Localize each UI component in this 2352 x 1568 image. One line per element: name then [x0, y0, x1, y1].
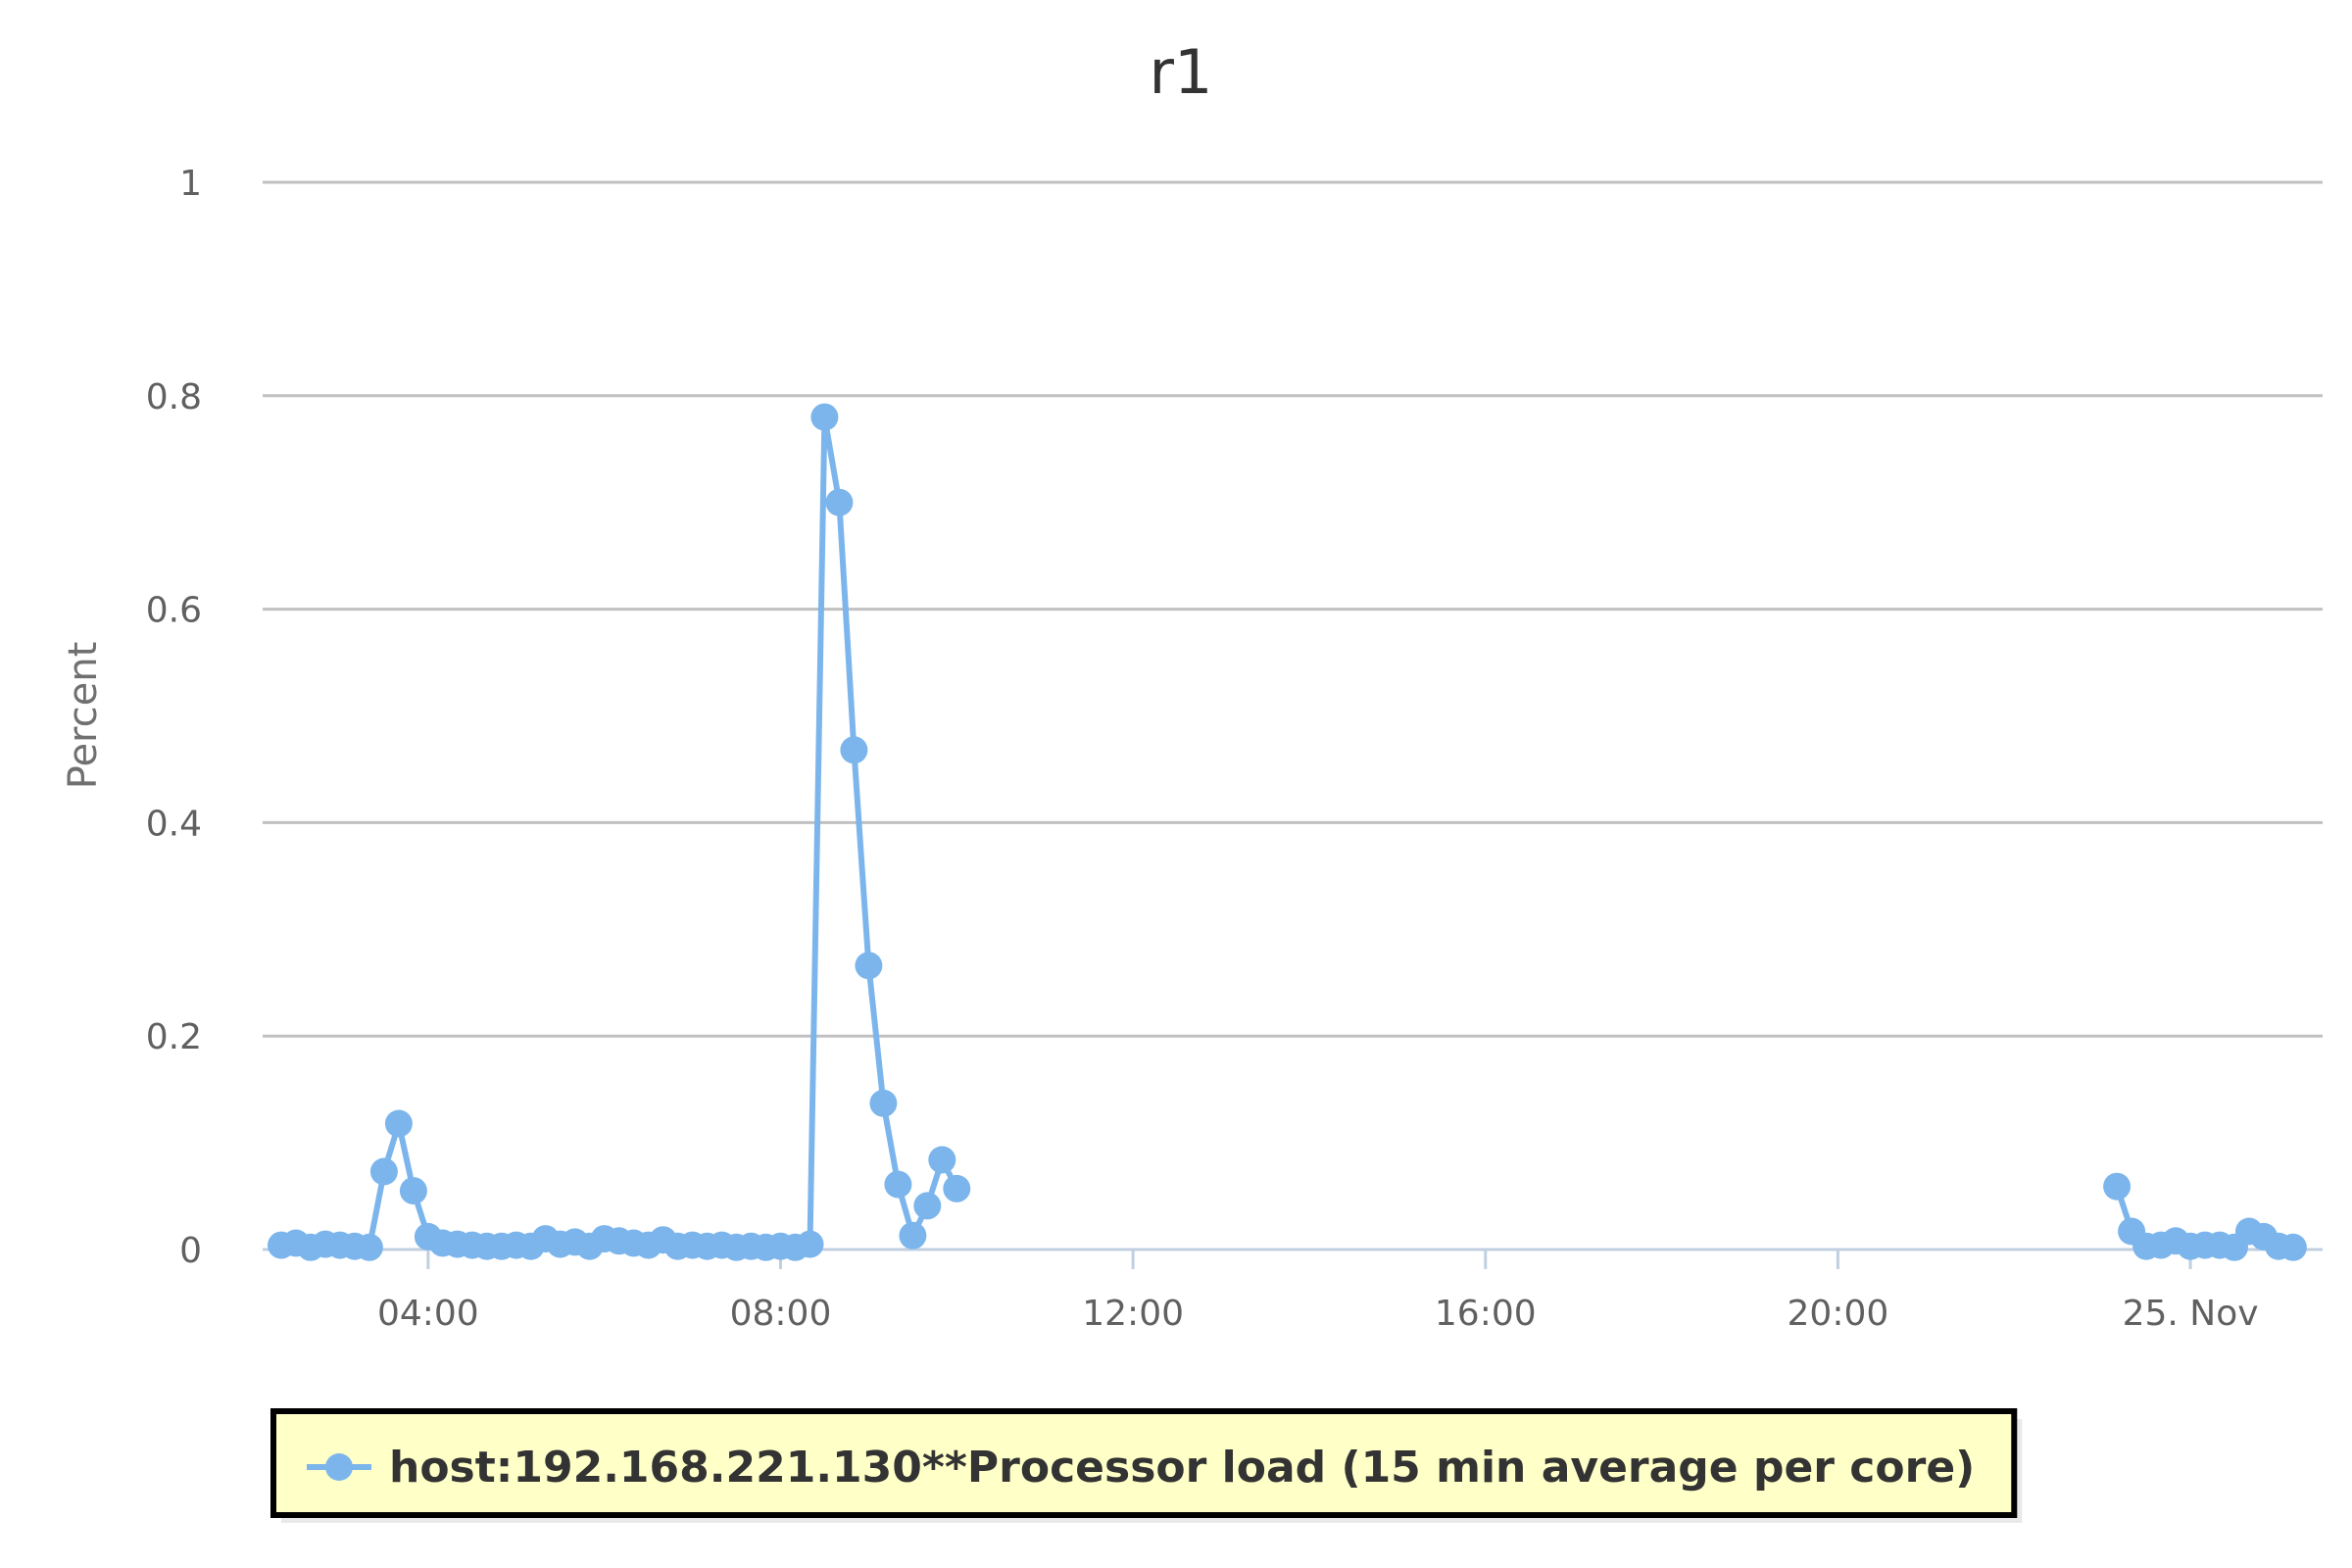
data-point[interactable]	[384, 1109, 413, 1138]
x-tick-label: 04:00	[377, 1294, 479, 1334]
legend[interactable]: host:192.168.221.130**Processor load (15…	[270, 1408, 2023, 1523]
x-tick-label: 12:00	[1082, 1294, 1184, 1334]
legend-box	[270, 1408, 2018, 1518]
data-point[interactable]	[2278, 1233, 2307, 1261]
y-tick-label: 0	[179, 1231, 202, 1271]
x-tick-label: 25. Nov	[2123, 1294, 2259, 1334]
y-tick-label: 0.4	[146, 804, 202, 844]
data-point[interactable]	[855, 952, 883, 980]
data-point[interactable]	[869, 1089, 898, 1117]
data-point[interactable]	[2103, 1172, 2132, 1200]
data-point[interactable]	[840, 736, 868, 764]
data-point[interactable]	[943, 1174, 971, 1202]
x-axis: 04:00 08:00 12:00 16:00 20:00 25. Nov	[263, 1248, 2323, 1334]
y-tick-label: 1	[179, 164, 202, 204]
data-point[interactable]	[399, 1177, 427, 1205]
data-point[interactable]	[355, 1233, 383, 1261]
x-tick-label: 16:00	[1435, 1294, 1537, 1334]
gridlines: 0 0.2 0.4 0.6 0.8 1	[146, 164, 2323, 1271]
data-point[interactable]	[928, 1146, 956, 1174]
data-point[interactable]	[899, 1221, 927, 1250]
legend-series-label: host:192.168.221.130**Processor load (15…	[389, 1443, 1975, 1493]
data-point[interactable]	[913, 1192, 942, 1220]
data-point[interactable]	[884, 1170, 912, 1199]
x-tick-label: 08:00	[730, 1294, 832, 1334]
data-point[interactable]	[796, 1230, 824, 1258]
y-tick-label: 0.8	[146, 377, 202, 417]
series-layer	[268, 403, 2307, 1261]
x-tick-label: 20:00	[1788, 1294, 1889, 1334]
data-point[interactable]	[369, 1157, 398, 1186]
legend-series-marker	[325, 1453, 353, 1481]
y-tick-label: 0.6	[146, 591, 202, 631]
data-point[interactable]	[810, 403, 839, 431]
y-axis-label: Percent	[61, 642, 106, 790]
chart-title: r1	[1150, 36, 1213, 108]
y-tick-label: 0.2	[146, 1017, 202, 1057]
data-point[interactable]	[825, 488, 854, 516]
